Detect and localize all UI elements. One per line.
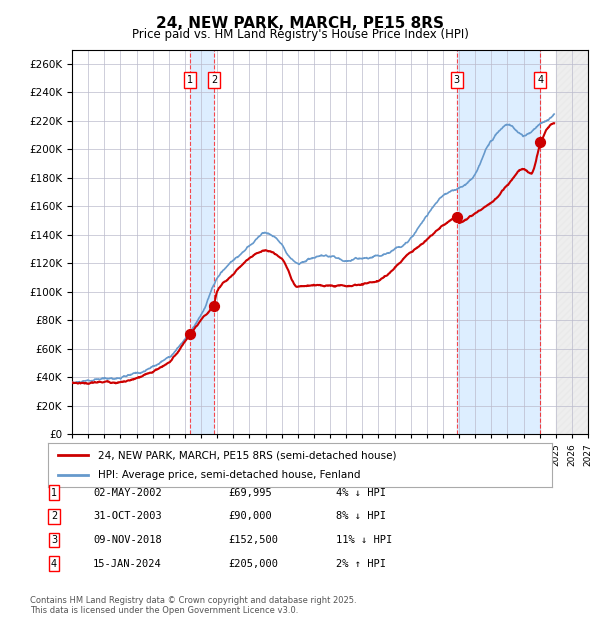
Text: Contains HM Land Registry data © Crown copyright and database right 2025.
This d: Contains HM Land Registry data © Crown c… [30, 596, 356, 615]
Text: 8% ↓ HPI: 8% ↓ HPI [336, 512, 386, 521]
Text: 24, NEW PARK, MARCH, PE15 8RS (semi-detached house): 24, NEW PARK, MARCH, PE15 8RS (semi-deta… [98, 451, 397, 461]
Bar [457, 50, 540, 434]
Text: HPI: Average price, semi-detached house, Fenland: HPI: Average price, semi-detached house,… [98, 469, 361, 479]
Text: 4: 4 [537, 76, 544, 86]
Text: 02-MAY-2002: 02-MAY-2002 [93, 488, 162, 498]
Bar [556, 50, 588, 434]
Text: 31-OCT-2003: 31-OCT-2003 [93, 512, 162, 521]
Text: £205,000: £205,000 [228, 559, 278, 569]
Text: £90,000: £90,000 [228, 512, 272, 521]
Text: 2: 2 [51, 512, 57, 521]
Text: 09-NOV-2018: 09-NOV-2018 [93, 535, 162, 545]
Text: 2: 2 [211, 76, 218, 86]
Text: 2% ↑ HPI: 2% ↑ HPI [336, 559, 386, 569]
Text: 24, NEW PARK, MARCH, PE15 8RS: 24, NEW PARK, MARCH, PE15 8RS [156, 16, 444, 30]
Text: 11% ↓ HPI: 11% ↓ HPI [336, 535, 392, 545]
Text: 3: 3 [51, 535, 57, 545]
Point [185, 329, 195, 339]
Text: 4: 4 [51, 559, 57, 569]
Text: £152,500: £152,500 [228, 535, 278, 545]
Text: Price paid vs. HM Land Registry's House Price Index (HPI): Price paid vs. HM Land Registry's House … [131, 28, 469, 41]
Point [535, 137, 545, 147]
Text: £69,995: £69,995 [228, 488, 272, 498]
Text: 1: 1 [187, 76, 193, 86]
Text: 4% ↓ HPI: 4% ↓ HPI [336, 488, 386, 498]
Point [209, 301, 219, 311]
Bar [190, 50, 214, 434]
Text: 3: 3 [454, 76, 460, 86]
Point [452, 212, 461, 222]
Text: 15-JAN-2024: 15-JAN-2024 [93, 559, 162, 569]
Text: 1: 1 [51, 488, 57, 498]
